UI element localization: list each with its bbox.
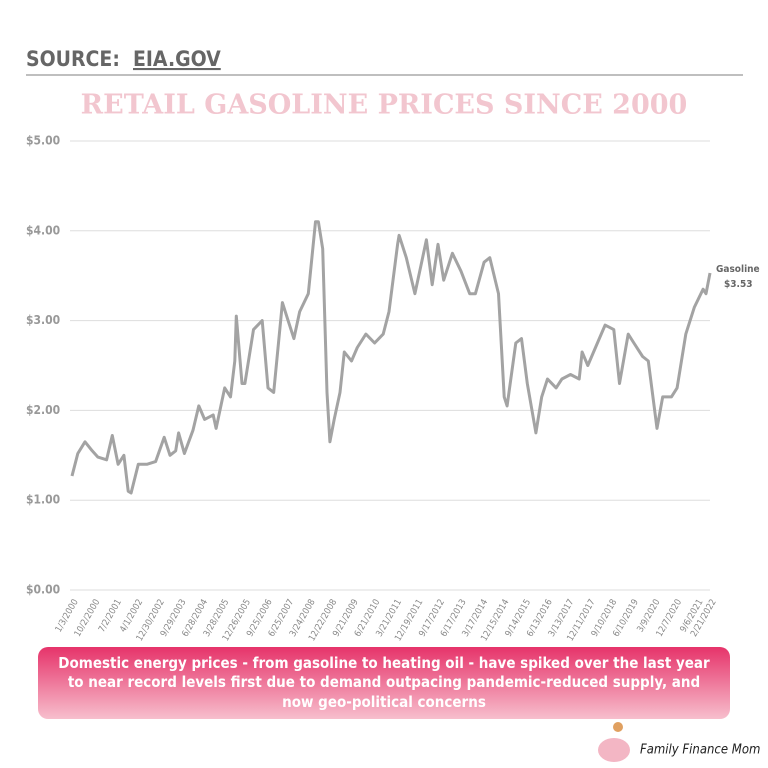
chart-title: RETAIL GASOLINE PRICES SINCE 2000 [81,90,688,121]
brand: Family Finance Mom [640,743,760,758]
y-tick-label: $2.00 [26,403,60,417]
end-value-label: $3.53 [724,279,752,290]
price-line [70,220,712,495]
caption: Domestic energy prices - from gasoline t… [38,647,730,719]
y-tick-label: $5.00 [26,134,60,148]
y-tick-label: $0.00 [26,583,60,597]
y-tick-label: $3.00 [26,313,60,327]
logo [598,722,630,762]
y-tick-label: $4.00 [26,223,60,237]
source-link[interactable]: EIA.GOV [133,47,221,71]
series-label: Gasoline [716,264,760,275]
source-label: SOURCE: [26,47,120,71]
y-tick-label: $1.00 [26,493,60,507]
